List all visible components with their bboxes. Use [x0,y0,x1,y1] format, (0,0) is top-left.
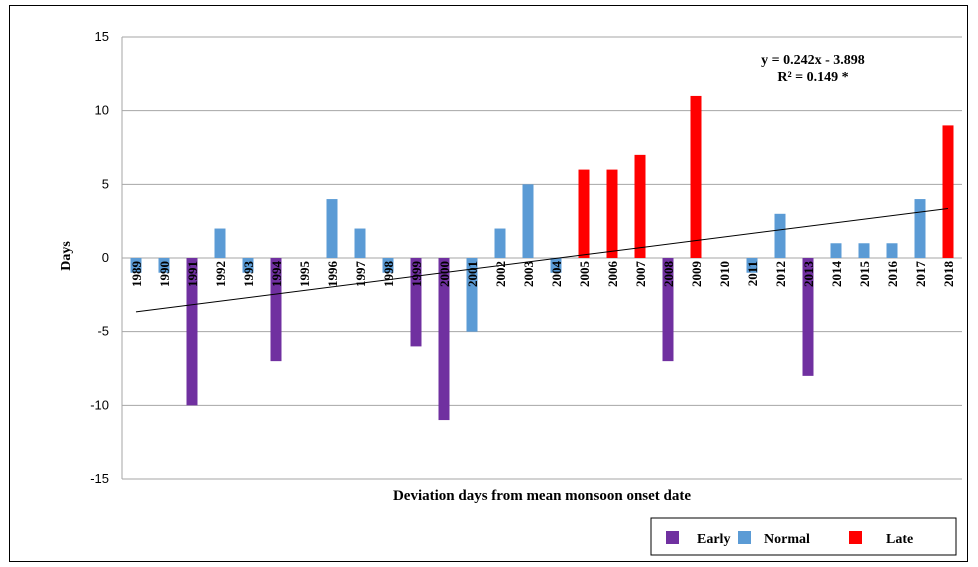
bar-1994 [270,258,282,362]
y-tick-label: 15 [95,29,109,44]
x-tick-label: 1993 [241,261,256,288]
x-tick-label: 2006 [605,261,620,288]
x-tick-label: 2000 [437,261,452,287]
bar-1998 [382,258,394,273]
y-tick-label: -5 [97,324,109,339]
x-tick-label: 2008 [661,261,676,288]
x-tick-label: 2013 [801,261,816,288]
x-tick-label: 2018 [941,261,956,288]
x-tick-label: 1994 [269,261,284,288]
y-tick-label: 0 [102,250,109,265]
x-tick-label: 2016 [885,261,900,288]
y-tick-label: -15 [90,471,109,486]
bar-2001 [466,258,478,332]
legend-box [650,517,957,556]
x-tick-label: 1999 [409,261,424,288]
x-tick-label: 2004 [549,261,564,288]
legend-swatch-normal [738,531,751,544]
x-tick-label: 1997 [353,261,368,288]
x-tick-label: 1991 [185,261,200,287]
bar-2004 [550,258,562,273]
bar-2002 [494,228,506,258]
bar-2000 [438,258,450,421]
bar-2018 [942,125,954,259]
bar-2009 [690,95,702,258]
x-tick-label: 1995 [297,261,312,288]
x-tick-label: 2005 [577,261,592,288]
x-tick-label: 2001 [465,261,480,287]
bar-2003 [522,184,534,258]
bar-2012 [774,213,786,258]
legend-label-early: Early [697,532,730,547]
bar-2011 [746,258,758,273]
legend-label-normal: Normal [764,532,810,547]
bar-1991 [186,258,198,406]
y-axis-ticks: 15 10 5 0 -5 -10 -15 [90,29,109,486]
x-tick-label: 2010 [717,261,732,287]
x-tick-label: 2003 [521,261,536,288]
x-tick-label: 1989 [129,261,144,288]
bar-2017 [914,199,926,258]
trendline-equation: y = 0.242x - 3.898 [761,53,865,68]
bar-1990 [158,258,170,273]
x-tick-label: 1998 [381,261,396,288]
x-axis-ticks: 1989 1990 1991 1992 1993 1994 1995 1996 1997 1998… [129,261,956,288]
x-tick-label: 1996 [325,261,340,288]
x-axis-label: Deviation days from mean monsoon onset d… [393,488,691,504]
x-tick-label: 2002 [493,261,508,287]
x-tick-label: 2009 [689,261,704,288]
legend-swatch-late [849,531,862,544]
bar-2016 [886,243,898,258]
bar-2008 [662,258,674,362]
y-axis-label: Days [59,241,74,271]
legend-label-late: Late [886,532,913,547]
x-tick-label: 1990 [157,261,172,287]
bar-1999 [410,258,422,347]
legend: Early Normal Late [650,517,957,556]
chart-frame [9,5,968,562]
bar-2005 [578,169,590,258]
bar-2013 [802,258,814,376]
legend-swatch-early [666,531,679,544]
x-tick-label: 2015 [857,261,872,288]
y-tick-label: 5 [102,176,109,191]
bar-1993 [242,258,254,273]
trendline-r-squared: R² = 0.149 * [777,70,848,85]
x-tick-label: 2014 [829,261,844,288]
bar-2015 [858,243,870,258]
trendline-group [135,207,949,313]
bar-1996 [326,199,338,258]
x-tick-label: 2011 [745,261,760,286]
bar-2006 [606,169,618,258]
trendline [135,207,949,313]
bar-1997 [354,228,366,258]
grid-lines [121,36,962,480]
bar-2014 [830,243,842,258]
bars [130,95,954,421]
x-tick-label: 2007 [633,261,648,288]
y-tick-label: 10 [95,103,109,118]
x-tick-label: 1992 [213,261,228,287]
bar-1989 [130,258,142,273]
x-tick-label: 2017 [913,261,928,288]
x-tick-label: 2012 [773,261,788,287]
y-tick-label: -10 [90,397,109,412]
bar-2007 [634,154,646,258]
bar-1992 [214,228,226,258]
